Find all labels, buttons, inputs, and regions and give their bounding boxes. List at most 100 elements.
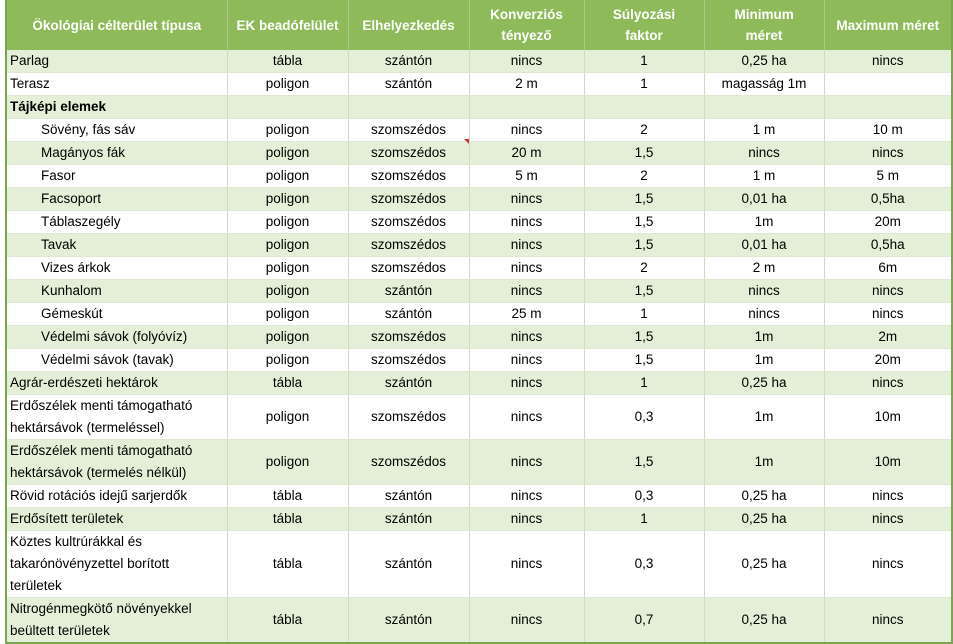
cell-max-size[interactable]: 5 m bbox=[824, 164, 953, 188]
header-min-size[interactable]: Minimum méret bbox=[704, 0, 825, 50]
cell-conversion[interactable]: nincs bbox=[469, 439, 585, 485]
cell-min-size[interactable]: 1m bbox=[704, 348, 825, 372]
header-max-size[interactable]: Maximum méret bbox=[824, 0, 953, 50]
comment-indicator[interactable] bbox=[464, 139, 469, 144]
cell-max-size[interactable]: 10m bbox=[824, 394, 953, 440]
cell-conversion[interactable]: nincs bbox=[469, 597, 585, 644]
cell-location[interactable]: szántón bbox=[348, 279, 470, 303]
cell-weighting[interactable]: 1,5 bbox=[584, 279, 705, 303]
cell-ek-surface[interactable]: poligon bbox=[227, 210, 349, 234]
cell-type[interactable]: Erdőszélek menti támogatható hektársávok… bbox=[5, 439, 228, 485]
cell-type[interactable]: Terasz bbox=[5, 72, 228, 96]
cell-weighting[interactable]: 1 bbox=[584, 72, 705, 96]
cell-type[interactable]: Táblaszegély bbox=[5, 210, 228, 234]
cell-weighting[interactable]: 0,7 bbox=[584, 597, 705, 644]
cell-type[interactable]: Nitrogénmegkötő növényekkel beültett ter… bbox=[5, 597, 228, 644]
cell-ek-surface[interactable]: tábla bbox=[227, 484, 349, 508]
header-conversion[interactable]: Konverziós tényező bbox=[469, 0, 585, 50]
cell-location[interactable]: szomszédos bbox=[348, 118, 470, 142]
cell-type[interactable]: Védelmi sávok (folyóvíz) bbox=[5, 325, 228, 349]
cell-weighting[interactable]: 2 bbox=[584, 118, 705, 142]
cell-conversion[interactable]: nincs bbox=[469, 530, 585, 598]
cell-min-size[interactable]: 0,25 ha bbox=[704, 484, 825, 508]
cell-ek-surface[interactable]: poligon bbox=[227, 118, 349, 142]
cell-conversion[interactable] bbox=[469, 95, 585, 119]
cell-min-size[interactable]: 0,01 ha bbox=[704, 233, 825, 257]
cell-ek-surface[interactable]: poligon bbox=[227, 164, 349, 188]
cell-ek-surface[interactable]: tábla bbox=[227, 371, 349, 395]
cell-weighting[interactable]: 1,5 bbox=[584, 348, 705, 372]
cell-location[interactable]: szántón bbox=[348, 72, 470, 96]
cell-conversion[interactable]: nincs bbox=[469, 371, 585, 395]
cell-min-size[interactable]: magasság 1m bbox=[704, 72, 825, 96]
cell-ek-surface[interactable]: poligon bbox=[227, 325, 349, 349]
cell-min-size[interactable]: 1 m bbox=[704, 164, 825, 188]
cell-min-size[interactable] bbox=[704, 95, 825, 119]
cell-location[interactable]: szántón bbox=[348, 530, 470, 598]
cell-location[interactable]: szántón bbox=[348, 484, 470, 508]
cell-min-size[interactable]: nincs bbox=[704, 141, 825, 165]
cell-weighting[interactable]: 1,5 bbox=[584, 141, 705, 165]
cell-conversion[interactable]: nincs bbox=[469, 279, 585, 303]
cell-weighting[interactable]: 1,5 bbox=[584, 325, 705, 349]
cell-type[interactable]: Erdősített területek bbox=[5, 507, 228, 531]
cell-type[interactable]: Tavak bbox=[5, 233, 228, 257]
cell-ek-surface[interactable]: poligon bbox=[227, 233, 349, 257]
header-location[interactable]: Elhelyezkedés bbox=[348, 0, 470, 50]
cell-location[interactable]: szántón bbox=[348, 50, 470, 73]
cell-min-size[interactable]: 0,25 ha bbox=[704, 371, 825, 395]
cell-conversion[interactable]: nincs bbox=[469, 394, 585, 440]
cell-max-size[interactable]: nincs bbox=[824, 50, 953, 73]
cell-location[interactable]: szántón bbox=[348, 597, 470, 644]
cell-location[interactable]: szántón bbox=[348, 507, 470, 531]
cell-min-size[interactable]: 1m bbox=[704, 394, 825, 440]
cell-ek-surface[interactable]: tábla bbox=[227, 507, 349, 531]
cell-ek-surface[interactable]: tábla bbox=[227, 530, 349, 598]
cell-type[interactable]: Védelmi sávok (tavak) bbox=[5, 348, 228, 372]
cell-location[interactable]: szomszédos bbox=[348, 233, 470, 257]
cell-min-size[interactable]: 1m bbox=[704, 325, 825, 349]
cell-type[interactable]: Rövid rotációs idejű sarjerdők bbox=[5, 484, 228, 508]
cell-max-size[interactable]: nincs bbox=[824, 484, 953, 508]
cell-location[interactable] bbox=[348, 95, 470, 119]
cell-weighting[interactable]: 1 bbox=[584, 507, 705, 531]
cell-location[interactable]: szomszédos bbox=[348, 439, 470, 485]
cell-ek-surface[interactable]: poligon bbox=[227, 256, 349, 280]
cell-max-size[interactable]: nincs bbox=[824, 371, 953, 395]
cell-ek-surface[interactable]: tábla bbox=[227, 50, 349, 73]
cell-min-size[interactable]: 1 m bbox=[704, 118, 825, 142]
cell-conversion[interactable]: 25 m bbox=[469, 302, 585, 326]
cell-ek-surface[interactable]: poligon bbox=[227, 394, 349, 440]
cell-weighting[interactable]: 1,5 bbox=[584, 210, 705, 234]
cell-weighting[interactable]: 1,5 bbox=[584, 187, 705, 211]
cell-min-size[interactable]: 0,25 ha bbox=[704, 50, 825, 73]
cell-ek-surface[interactable]: poligon bbox=[227, 279, 349, 303]
cell-type[interactable]: Köztes kultrúrákkal és takarónövényzette… bbox=[5, 530, 228, 598]
cell-conversion[interactable]: 5 m bbox=[469, 164, 585, 188]
cell-max-size[interactable]: 0,5ha bbox=[824, 233, 953, 257]
cell-min-size[interactable]: 0,25 ha bbox=[704, 597, 825, 644]
cell-weighting[interactable]: 1 bbox=[584, 302, 705, 326]
cell-ek-surface[interactable] bbox=[227, 95, 349, 119]
cell-weighting[interactable]: 1,5 bbox=[584, 439, 705, 485]
cell-max-size[interactable] bbox=[824, 72, 953, 96]
cell-ek-surface[interactable]: poligon bbox=[227, 141, 349, 165]
cell-location[interactable]: szántón bbox=[348, 302, 470, 326]
cell-type[interactable]: Erdőszélek menti támogatható hektársávok… bbox=[5, 394, 228, 440]
cell-weighting[interactable] bbox=[584, 95, 705, 119]
cell-type[interactable]: Vizes árkok bbox=[5, 256, 228, 280]
cell-weighting[interactable]: 1 bbox=[584, 371, 705, 395]
cell-location[interactable]: szomszédos bbox=[348, 141, 470, 165]
header-weighting[interactable]: Súlyozási faktor bbox=[584, 0, 705, 50]
cell-min-size[interactable]: 0,25 ha bbox=[704, 507, 825, 531]
cell-max-size[interactable]: 20m bbox=[824, 348, 953, 372]
cell-conversion[interactable]: nincs bbox=[469, 256, 585, 280]
cell-max-size[interactable]: 20m bbox=[824, 210, 953, 234]
cell-location[interactable]: szomszédos bbox=[348, 256, 470, 280]
cell-max-size[interactable]: 6m bbox=[824, 256, 953, 280]
cell-conversion[interactable]: 20 m bbox=[469, 141, 585, 165]
header-ek-surface[interactable]: EK beadófelület bbox=[227, 0, 349, 50]
cell-conversion[interactable]: nincs bbox=[469, 507, 585, 531]
cell-conversion[interactable]: nincs bbox=[469, 50, 585, 73]
cell-weighting[interactable]: 0,3 bbox=[584, 484, 705, 508]
